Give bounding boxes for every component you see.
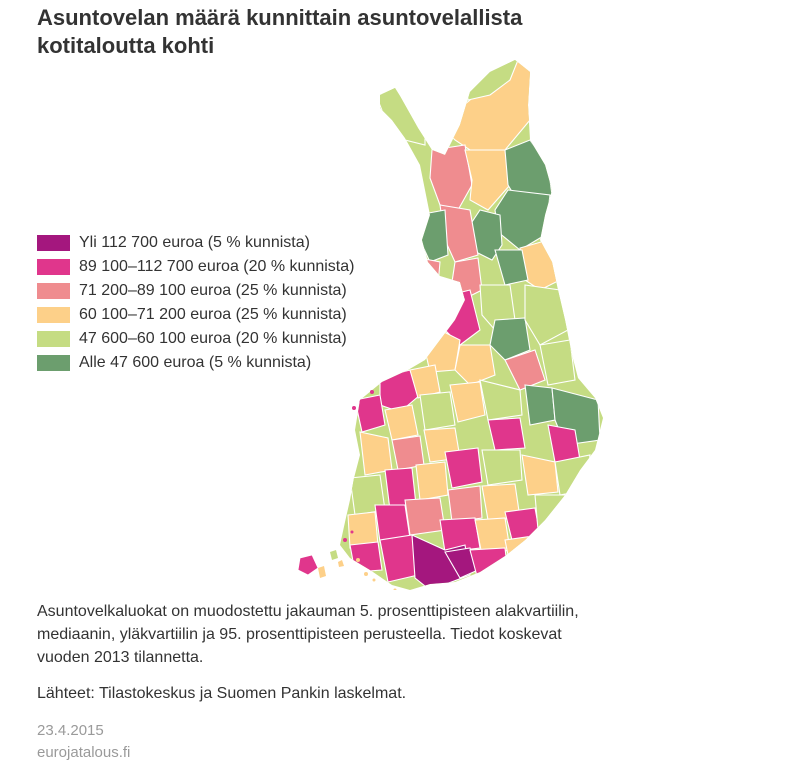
region [369,79,426,146]
islet [359,399,365,405]
islet [372,578,376,582]
method-note: Asuntovelkaluokat on muodostettu jakauma… [37,603,579,666]
islet [364,572,368,576]
region [330,550,338,560]
municipality-regions [340,60,603,590]
legend-label: Alle 47 600 euroa (5 % kunnista) [79,354,312,371]
region [384,404,419,441]
region [419,391,456,431]
region [444,447,483,489]
map-legend: Yli 112 700 euroa (5 % kunnista) 89 100–… [37,231,354,375]
region [297,554,319,576]
legend-label: 47 600–60 100 euroa (20 % kunnista) [79,330,347,347]
legend-item-alle-47600: Alle 47 600 euroa (5 % kunnista) [37,351,354,375]
region [411,534,471,590]
region [415,461,449,501]
region [554,454,591,496]
region [504,534,541,566]
islet [370,390,374,394]
region [479,379,523,421]
islet [352,406,356,410]
legend-swatch [37,259,70,275]
region [534,494,566,531]
islet [356,558,360,562]
legend-item-71200-89100: 71 200–89 100 euroa (25 % kunnista) [37,279,354,303]
region [489,317,531,361]
legend-swatch [37,283,70,299]
legend-label: 89 100–112 700 euroa (20 % kunnista) [79,258,355,275]
legend-item-47600-60100: 47 600–60 100 euroa (20 % kunnista) [37,327,354,351]
region [504,349,546,391]
coastal-islets [356,558,397,590]
islet [393,588,397,590]
region [481,449,523,486]
region [494,249,529,286]
region [487,417,526,451]
legend-swatch [37,235,70,251]
region [419,257,441,286]
legend-item-89100-112700: 89 100–112 700 euroa (20 % kunnista) [37,255,354,279]
region [449,381,486,423]
legend-label: Yli 112 700 euroa (5 % kunnista) [79,234,310,251]
region [439,517,481,553]
region [454,344,496,386]
region [349,541,383,573]
region [417,209,449,263]
notes: Asuntovelkaluokat on muodostettu jakauma… [37,600,597,705]
region [318,566,326,578]
finland-choropleth-map [297,60,603,590]
legend-swatch [37,307,70,323]
region [469,547,509,581]
region [521,454,559,496]
region [524,284,569,346]
legend-label: 60 100–71 200 euroa (25 % kunnista) [79,306,347,323]
region [524,384,556,426]
region [409,364,441,399]
region [504,507,541,541]
region [539,339,576,386]
footer: 23.4.2015 eurojatalous.fi [37,720,130,764]
legend-label: 71 200–89 100 euroa (25 % kunnista) [79,282,347,299]
region [404,497,446,536]
legend-swatch [37,331,70,347]
legend-item-60100-71200: 60 100–71 200 euroa (25 % kunnista) [37,303,354,327]
publish-date: 23.4.2015 [37,722,104,739]
coastal-islets [343,390,374,542]
sources-note: Lähteet: Tilastokeskus ja Suomen Pankin … [37,685,407,702]
site-link[interactable]: eurojatalous.fi [37,744,131,761]
islet [350,530,354,534]
aland-islands [297,550,344,578]
region [359,431,393,476]
map-title: Asuntovelan määrä kunnittain asuntovelal… [37,5,523,58]
region [338,560,344,567]
legend-swatch [37,355,70,371]
legend-item-yli-112700: Yli 112 700 euroa (5 % kunnista) [37,231,354,255]
region [447,485,483,523]
islet [343,538,347,542]
